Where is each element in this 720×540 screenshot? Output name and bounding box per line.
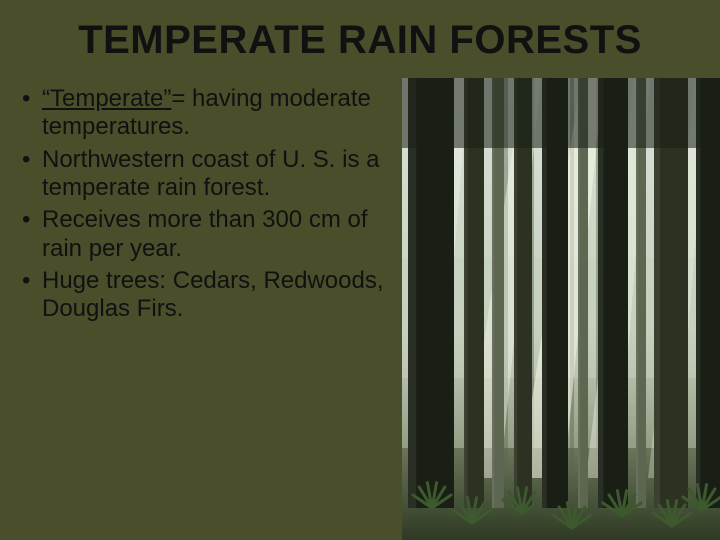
forest-image bbox=[402, 78, 720, 540]
bullet-text: Receives more than 300 cm of rain per ye… bbox=[42, 206, 368, 261]
bullet-item: Northwestern coast of U. S. is a tempera… bbox=[22, 146, 394, 203]
bullet-text: Huge trees: Cedars, Redwoods, Douglas Fi… bbox=[42, 267, 384, 322]
bullet-underlined-term: “Temperate” bbox=[42, 85, 171, 112]
slide-title: TEMPERATE RAIN FORESTS bbox=[0, 0, 720, 63]
bullet-item: Receives more than 300 cm of rain per ye… bbox=[22, 206, 394, 263]
bullet-list: “Temperate”= having moderate temperature… bbox=[0, 85, 400, 328]
bullet-item: Huge trees: Cedars, Redwoods, Douglas Fi… bbox=[22, 267, 394, 324]
bullet-text: Northwestern coast of U. S. is a tempera… bbox=[42, 146, 379, 201]
forest-illustration-icon bbox=[402, 78, 720, 540]
bullet-item: “Temperate”= having moderate temperature… bbox=[22, 85, 394, 142]
